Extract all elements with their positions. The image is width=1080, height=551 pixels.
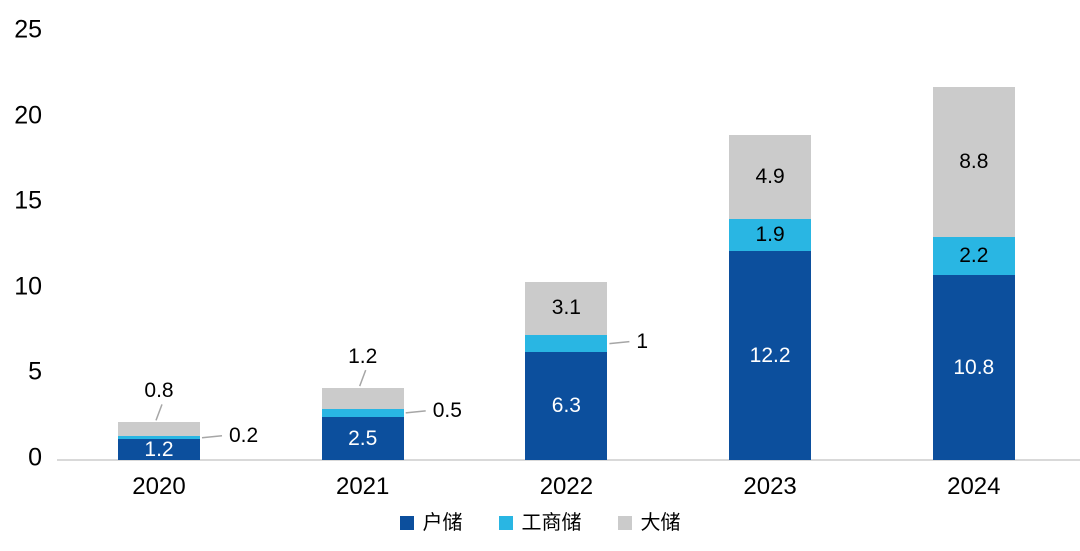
bar-segment-2023-series0 <box>729 251 812 460</box>
bar-segment-2021-series1 <box>321 408 404 418</box>
segment-value-label: 12.2 <box>749 343 791 367</box>
segment-value-label: 1.9 <box>755 222 785 246</box>
segment-value-callout: 1.2 <box>348 345 378 369</box>
leader-line <box>155 404 163 421</box>
y-axis-tick-label: 10 <box>14 272 42 301</box>
segment-value-label: 8.8 <box>959 150 989 174</box>
bar-segment-2022-series0 <box>525 352 608 460</box>
bar-segment-2021-series0 <box>321 417 404 460</box>
segment-value-label: 4.9 <box>755 164 785 188</box>
bar-segment-2020-series0 <box>118 439 200 460</box>
bar-segment-2024-series2 <box>932 86 1015 238</box>
leader-line <box>358 369 367 387</box>
bar-segment-2024-series1 <box>932 237 1015 276</box>
legend-label: 工商储 <box>521 512 582 534</box>
legend-label: 大储 <box>640 512 681 534</box>
bar-segment-2023-series1 <box>729 218 812 252</box>
segment-value-label: 6.3 <box>551 394 581 418</box>
segment-value-callout: 0.2 <box>229 423 259 447</box>
segment-value-label: 2.5 <box>348 426 378 450</box>
segment-value-label: 3.1 <box>551 296 581 320</box>
x-axis-tick-label: 2023 <box>743 473 797 500</box>
segment-value-label: 10.8 <box>953 355 995 379</box>
segment-value-callout: 0.5 <box>432 398 462 422</box>
legend-swatch-icon <box>498 516 513 530</box>
legend-label: 户储 <box>422 512 463 534</box>
x-axis-tick-label: 2022 <box>539 473 594 500</box>
segment-value-callout: 0.8 <box>144 379 174 403</box>
leader-line <box>405 410 426 414</box>
y-axis-tick-label: 20 <box>14 101 42 130</box>
x-axis-tick-label: 2024 <box>947 473 1001 500</box>
legend-item-series1: 工商储 <box>498 512 582 534</box>
y-axis-tick-label: 25 <box>14 15 42 44</box>
bar-segment-2024-series0 <box>932 275 1015 460</box>
segment-value-callout: 1 <box>636 329 649 353</box>
y-axis-tick-label: 0 <box>28 443 42 472</box>
bar-segment-2020-series1 <box>118 436 200 440</box>
x-axis-tick-label: 2021 <box>335 473 390 500</box>
segment-value-label: 1.2 <box>144 437 174 461</box>
legend-item-series2: 大储 <box>617 512 681 534</box>
legend-item-series0: 户储 <box>399 512 463 534</box>
bar-segment-2022-series2 <box>525 281 608 335</box>
leader-line <box>609 340 630 345</box>
bar-segment-2022-series1 <box>525 335 608 353</box>
x-axis-tick-label: 2020 <box>132 473 186 500</box>
bar-segment-2021-series2 <box>321 388 404 409</box>
bar-segment-2020-series2 <box>118 422 200 437</box>
bar-segment-2023-series2 <box>729 134 812 219</box>
y-axis-tick-label: 5 <box>28 357 42 386</box>
segment-value-label: 2.2 <box>959 244 989 268</box>
legend-swatch-icon <box>399 516 414 530</box>
x-axis-line <box>57 459 1080 461</box>
legend: 户储 工商储 大储 <box>0 513 1080 533</box>
y-axis-tick-label: 15 <box>14 186 42 215</box>
leader-line <box>201 434 223 439</box>
legend-swatch-icon <box>617 516 632 530</box>
